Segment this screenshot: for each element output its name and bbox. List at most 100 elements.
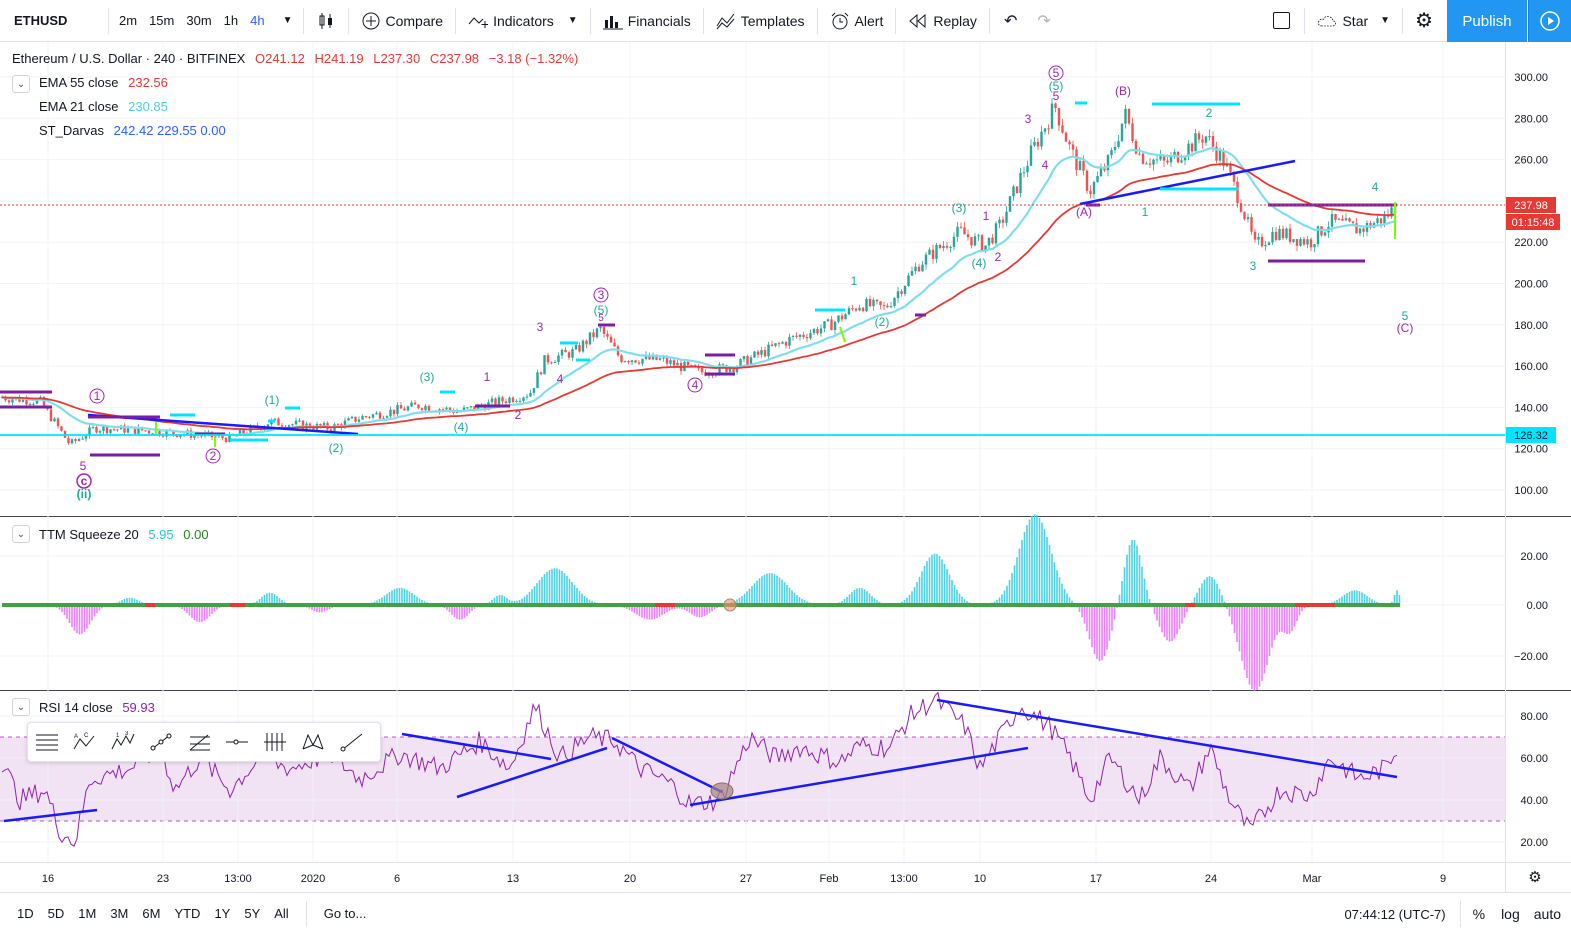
indicators-button[interactable]: Indicators ▼ — [460, 0, 586, 42]
interval-dropdown-button[interactable]: ▼ — [271, 0, 299, 42]
candle-body — [914, 266, 917, 272]
candle-body — [473, 406, 476, 410]
candle-body — [935, 245, 938, 259]
candle-body — [1092, 182, 1096, 195]
ttm-collapse-button[interactable]: ⌄ — [12, 525, 30, 543]
chevron-down-icon: ⌄ — [16, 78, 26, 90]
publish-button[interactable]: Publish — [1447, 0, 1527, 42]
range-ytd[interactable]: YTD — [174, 906, 201, 921]
candle-body — [1218, 150, 1222, 161]
range-6m[interactable]: 6M — [142, 906, 161, 921]
interval-1h[interactable]: 1h — [223, 13, 239, 28]
legend-collapse-button[interactable]: ⌄ — [12, 75, 30, 93]
rsi-line — [1, 691, 1398, 847]
chart-area[interactable]: 1 2 3 4 5 c (ii) 5 (1) (2) (3) (4) (5) 5… — [0, 42, 1571, 892]
range-5d[interactable]: 5D — [47, 906, 65, 921]
candle-body — [116, 429, 119, 431]
candle-body — [396, 405, 399, 415]
range-1d[interactable]: 1D — [17, 906, 34, 921]
layout-button[interactable] — [1263, 0, 1300, 42]
time-tick-label: Mar — [1303, 873, 1322, 885]
clock[interactable]: 07:44:12 (UTC-7) — [1344, 906, 1446, 922]
candle-body — [928, 249, 931, 255]
log-toggle[interactable]: log — [1501, 906, 1520, 922]
drawing-tool-xabcd[interactable] — [294, 723, 332, 761]
rsi-collapse-button[interactable]: ⌄ — [12, 698, 30, 716]
alert-button[interactable]: Alert — [822, 0, 892, 42]
interval-15m[interactable]: 15m — [149, 13, 175, 28]
indicator-darvas-legend[interactable]: ST_Darvas 242.42 229.55 0.00 — [39, 123, 226, 138]
candle-body — [1131, 123, 1134, 142]
rsi-axis: 80.00 60.00 40.00 20.00 — [1520, 711, 1548, 849]
candle-body — [837, 315, 840, 322]
indicator-ema21-legend[interactable]: EMA 21 close 230.85 — [39, 99, 168, 114]
wave-label: 2 — [210, 449, 217, 463]
chart-canvas[interactable]: 1 2 3 4 5 c (ii) 5 (1) (2) (3) (4) (5) 5… — [0, 42, 1571, 892]
undo-button[interactable]: ↶ — [994, 0, 1027, 42]
candle-body — [721, 364, 725, 366]
wave-label: 5 — [80, 459, 87, 473]
horizontal-ray-icon — [226, 739, 248, 745]
drawing-tool-ray[interactable] — [332, 723, 370, 761]
compare-button[interactable]: Compare — [353, 0, 452, 42]
drawing-tool-trendline[interactable] — [142, 723, 180, 761]
candle-body — [329, 429, 333, 432]
drawing-tool-fib[interactable] — [180, 723, 218, 761]
time-tick-label: 24 — [1205, 873, 1217, 885]
drawing-tool-vlines[interactable] — [256, 723, 294, 761]
candle-body — [508, 397, 511, 403]
financials-button[interactable]: Financials — [595, 0, 699, 42]
candle-body — [350, 416, 354, 419]
range-3m[interactable]: 3M — [110, 906, 129, 921]
save-layout-button[interactable]: Star ▼ — [1309, 0, 1398, 42]
redo-button[interactable]: ↷ — [1027, 0, 1060, 42]
candle-body — [1390, 207, 1393, 217]
ema21-line — [1, 147, 1396, 437]
candle-body — [784, 342, 788, 346]
candle-body — [277, 418, 280, 426]
range-all[interactable]: All — [274, 906, 289, 921]
symbol-search[interactable]: ETHUSD — [14, 13, 68, 28]
goto-button[interactable]: Go to... — [323, 906, 367, 921]
interval-4h[interactable]: 4h — [250, 13, 265, 28]
candle-body — [805, 337, 809, 339]
candle-body — [147, 430, 151, 434]
rsi-legend[interactable]: RSI 14 close 59.93 — [39, 700, 155, 715]
templates-button[interactable]: Templates — [708, 0, 813, 42]
countdown-tag — [1506, 214, 1560, 230]
drawing-tool-lines[interactable] — [28, 723, 66, 761]
publish-video-button[interactable] — [1528, 0, 1571, 42]
candle-body — [1383, 214, 1386, 224]
candle-body — [763, 350, 767, 357]
candle-body — [767, 344, 770, 357]
interval-2m[interactable]: 2m — [119, 13, 138, 28]
ttm-legend[interactable]: TTM Squeeze 20 5.95 0.00 — [39, 527, 209, 542]
indicator-ema55-legend[interactable]: EMA 55 close 232.56 — [39, 75, 168, 90]
candle-body — [665, 357, 669, 364]
range-5y[interactable]: 5Y — [244, 906, 261, 921]
percent-toggle[interactable]: % — [1472, 906, 1486, 922]
candle-body — [123, 425, 126, 433]
candle-body — [88, 427, 91, 437]
replay-button[interactable]: Replay — [900, 0, 985, 42]
settings-button[interactable]: ⚙ — [1407, 0, 1441, 42]
interval-30m[interactable]: 30m — [186, 13, 212, 28]
range-1y[interactable]: 1Y — [214, 906, 231, 921]
candle-body — [1061, 125, 1064, 133]
drawing-tool-hline[interactable] — [218, 723, 256, 761]
symbol-title: Ethereum / U.S. Dollar · 240 · BITFINEX — [12, 51, 246, 66]
auto-toggle[interactable]: auto — [1533, 906, 1561, 922]
wave-label: (A) — [1076, 205, 1092, 219]
chevron-down-icon: ▼ — [567, 15, 578, 26]
candle-body — [109, 429, 112, 434]
chart-type-button[interactable] — [308, 0, 344, 42]
candle-body — [1005, 211, 1008, 223]
candle-body — [1096, 176, 1099, 183]
candle-body — [672, 360, 676, 366]
range-1m[interactable]: 1M — [78, 906, 97, 921]
indicator-value: 230.85 — [128, 99, 168, 114]
gear-icon: ⚙ — [1415, 10, 1433, 32]
rsi-marker — [710, 782, 734, 800]
